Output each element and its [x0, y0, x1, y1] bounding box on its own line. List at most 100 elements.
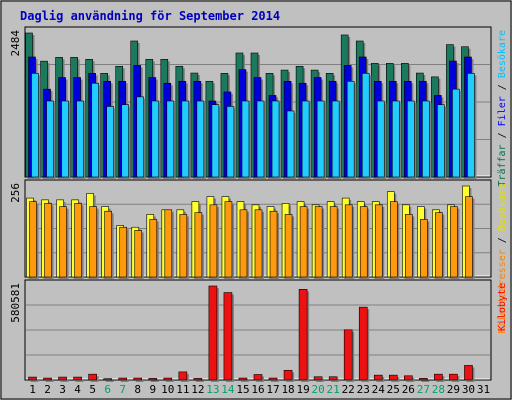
x-tick-label: 31	[477, 383, 490, 396]
bar	[73, 376, 84, 382]
bar	[133, 377, 144, 382]
bar	[88, 373, 99, 382]
bar	[58, 376, 69, 382]
bar	[256, 100, 266, 179]
bar-fill	[361, 73, 370, 178]
bar-fill	[407, 100, 415, 178]
bar-fill	[224, 201, 233, 278]
bar-fill	[31, 73, 39, 178]
x-tick-label: 28	[432, 383, 445, 396]
panel-bottom: 580581 Kilobyte	[9, 279, 508, 382]
bar	[226, 106, 236, 179]
panel-top: 2484 Träffar / Filer / Besökare	[9, 26, 508, 187]
bar	[194, 212, 204, 279]
panel-middle: 256 Klientadresser / Besökare	[9, 179, 508, 334]
bar	[434, 373, 445, 382]
bar-fill	[435, 212, 443, 278]
bar-fill	[450, 206, 458, 278]
bar-fill	[89, 206, 97, 278]
x-tick-label: 13	[206, 383, 219, 396]
x-tick-label: 9	[149, 383, 156, 396]
bar-fill	[344, 204, 353, 278]
bar	[76, 100, 86, 179]
bar-shadow	[120, 380, 129, 382]
bar-fill	[121, 104, 130, 178]
bar	[74, 203, 84, 279]
bar-fill	[404, 375, 413, 381]
bar	[343, 329, 355, 382]
bar-fill	[208, 285, 218, 381]
bar-fill	[256, 100, 265, 178]
legend-entry: Kilobyte	[497, 283, 508, 331]
bar-fill	[284, 214, 293, 278]
bar-fill	[223, 292, 233, 381]
bar	[376, 100, 387, 179]
bar	[420, 219, 430, 279]
bar	[151, 100, 161, 179]
bar-fill	[136, 96, 145, 178]
bar-fill	[298, 289, 308, 381]
x-tick-label: 5	[89, 383, 96, 396]
bar	[269, 210, 280, 279]
bar-fill	[388, 374, 398, 381]
bar	[179, 214, 189, 279]
bar-fill	[359, 206, 368, 278]
bar	[149, 219, 159, 279]
series-kilobyte	[28, 285, 475, 382]
bar-fill	[346, 80, 355, 178]
bar	[404, 375, 415, 382]
series-bes-kare	[31, 73, 477, 179]
bar	[178, 371, 189, 382]
bar-fill	[73, 376, 82, 381]
bar	[452, 88, 462, 179]
bar	[465, 196, 475, 279]
x-tick-label: 22	[342, 383, 355, 396]
bar-fill	[46, 100, 54, 178]
bar	[104, 210, 114, 279]
bar-fill	[328, 376, 338, 381]
bar	[271, 100, 282, 179]
bar-fill	[196, 100, 205, 178]
bar-shadow	[30, 379, 39, 382]
bar-fill	[331, 100, 340, 178]
x-tick-label: 24	[372, 383, 386, 396]
bar	[118, 377, 129, 382]
bar-fill	[29, 201, 37, 278]
bar	[196, 100, 206, 179]
bar-shadow	[75, 379, 84, 382]
bar	[223, 292, 234, 382]
bar-fill	[420, 219, 428, 278]
bar-fill	[88, 373, 97, 381]
bar	[298, 289, 310, 382]
bar-fill	[76, 100, 84, 178]
bar	[134, 230, 144, 279]
x-tick-label: 12	[191, 383, 204, 396]
bar-fill	[419, 378, 428, 381]
bar-shadow	[421, 380, 430, 382]
bar	[164, 209, 174, 279]
bar-fill	[434, 373, 443, 381]
x-tick-label: 18	[281, 383, 294, 396]
bar	[209, 204, 219, 279]
legend-entry: Besökare	[497, 30, 508, 78]
x-tick-label: 6	[104, 383, 111, 396]
bar	[238, 377, 249, 382]
bar-fill	[301, 100, 310, 178]
bar	[284, 214, 295, 279]
bar-fill	[374, 204, 383, 278]
bar	[299, 206, 310, 279]
bar-fill	[314, 206, 323, 278]
panel-legend-label: Kilobyte	[497, 283, 508, 331]
bar	[286, 110, 297, 179]
bar	[328, 376, 340, 382]
bar-fill	[43, 377, 52, 381]
x-tick-label: 4	[74, 383, 81, 396]
bar-fill	[134, 230, 143, 278]
bar	[46, 100, 56, 179]
legend-entry: /	[497, 231, 508, 249]
panel-bars	[28, 285, 475, 382]
bar-fill	[241, 100, 250, 178]
panel-bars	[26, 185, 475, 279]
